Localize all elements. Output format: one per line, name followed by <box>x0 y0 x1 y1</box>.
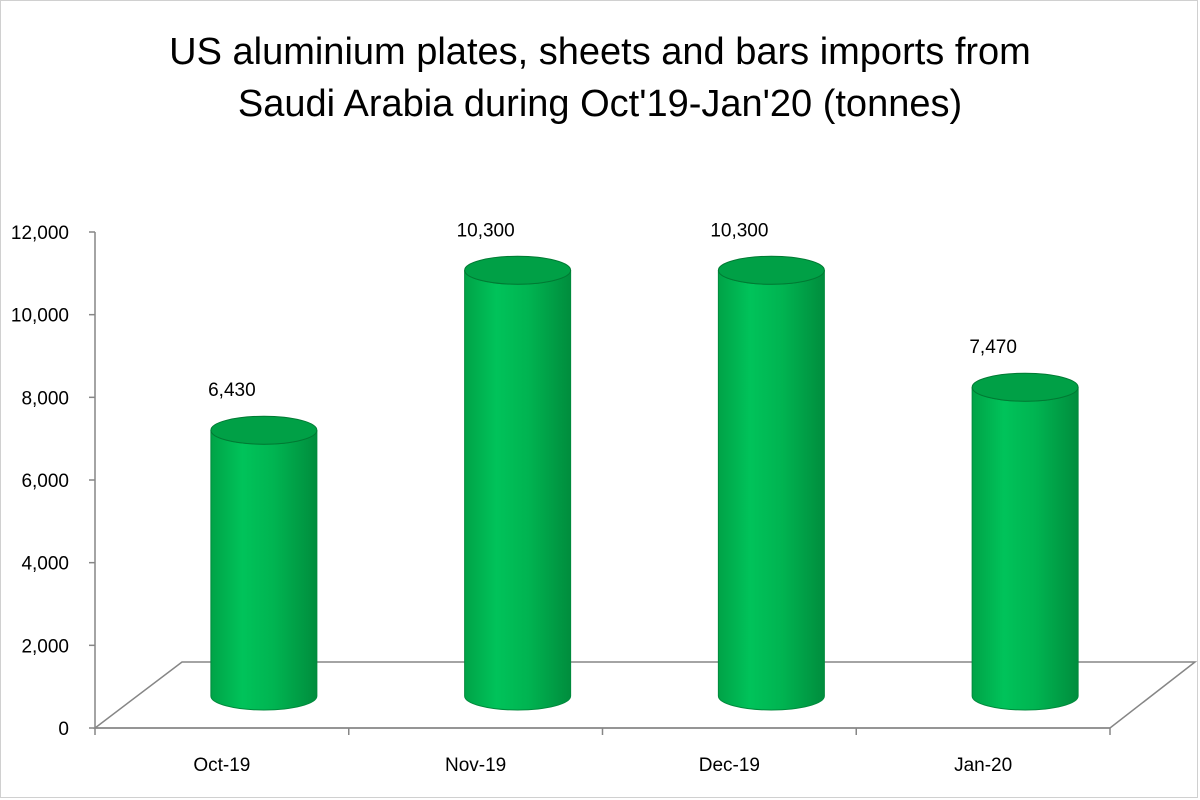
y-tick-label: 6,000 <box>21 471 69 492</box>
chart-title-line-1: US aluminium plates, sheets and bars imp… <box>169 31 1031 73</box>
bar-dec-19 <box>717 270 825 711</box>
bar-top-oct-19 <box>210 415 318 445</box>
chart-title: US aluminium plates, sheets and bars imp… <box>0 26 1200 130</box>
data-label-nov-19: 10,300 <box>457 220 515 241</box>
data-label-oct-19: 6,430 <box>208 380 256 401</box>
data-label-jan-20: 7,470 <box>969 337 1017 358</box>
bar-jan-20 <box>971 387 1079 711</box>
y-tick-label: 2,000 <box>21 636 69 657</box>
y-tick-label: 4,000 <box>21 554 69 575</box>
bar-top-dec-19 <box>717 255 825 285</box>
y-tick-label: 10,000 <box>11 306 69 327</box>
y-tick-label: 0 <box>58 719 69 740</box>
chart-title-line-2: Saudi Arabia during Oct'19-Jan'20 (tonne… <box>237 83 963 125</box>
bar-top-jan-20 <box>971 372 1079 402</box>
bar-top-nov-19 <box>464 255 572 285</box>
y-tick-label: 12,000 <box>11 223 69 244</box>
bar-nov-19 <box>464 270 572 711</box>
x-tick-label-oct-19: Oct-19 <box>193 755 250 776</box>
x-tick-label-jan-20: Jan-20 <box>954 755 1012 776</box>
x-tick-label-dec-19: Dec-19 <box>699 755 760 776</box>
bar-oct-19 <box>210 430 318 711</box>
x-tick-label-nov-19: Nov-19 <box>445 755 506 776</box>
y-tick-label: 8,000 <box>21 388 69 409</box>
data-label-dec-19: 10,300 <box>710 220 768 241</box>
